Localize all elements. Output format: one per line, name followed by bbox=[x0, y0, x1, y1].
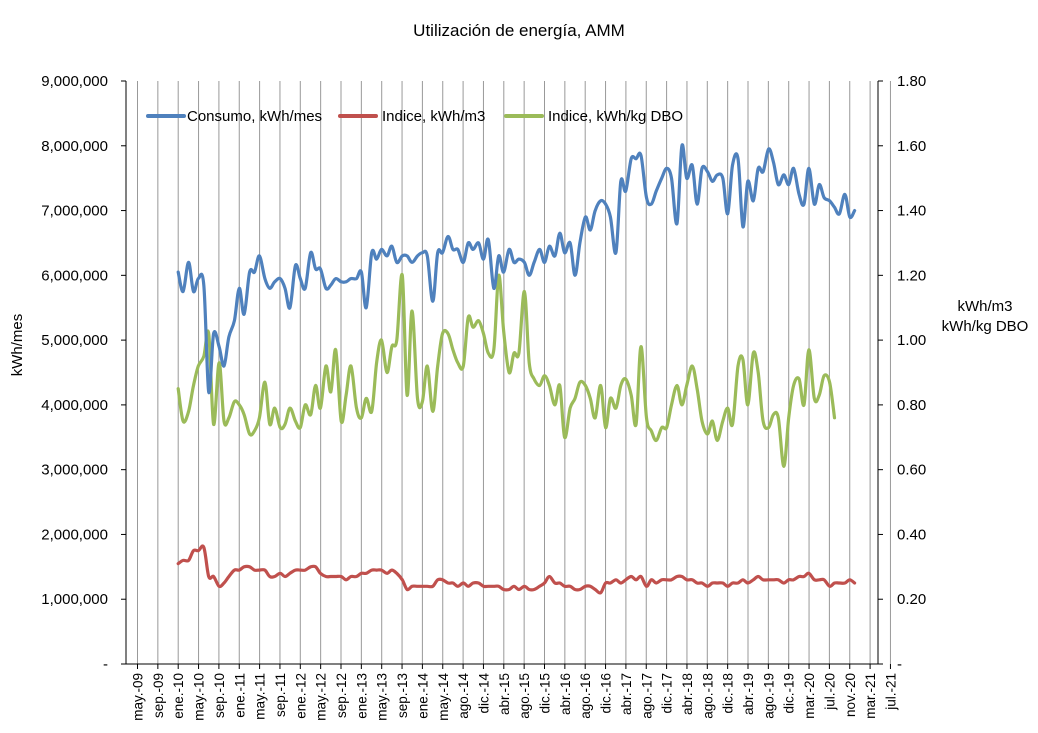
legend: Consumo, kWh/mes Indice, kWh/m3 Indice, kW… bbox=[146, 108, 683, 125]
x-tick-label: may.-14 bbox=[436, 673, 451, 721]
x-tick-label: abr.-19 bbox=[741, 673, 756, 715]
x-tick-label: abr.-16 bbox=[558, 673, 573, 715]
x-tick-label: ene.-11 bbox=[232, 673, 247, 718]
legend-label: Indice, kWh/m3 bbox=[382, 108, 485, 125]
x-axis: may.-09 sep.-09 ene.-10 may.-10 sep.-10 ene.-… bbox=[131, 664, 898, 721]
x-tick-label: dic.-16 bbox=[599, 673, 614, 714]
right-tick-label: 0.80 bbox=[897, 397, 926, 414]
legend-label: Consumo, kWh/mes bbox=[187, 108, 322, 125]
x-tick-label: jul.-20 bbox=[822, 673, 837, 711]
x-tick-label: dic.-18 bbox=[721, 673, 736, 714]
x-tick-label: mar.-21 bbox=[863, 673, 878, 719]
legend-label: Indice, kWh/kg DBO bbox=[548, 108, 683, 125]
right-tick-label: 1.40 bbox=[897, 203, 926, 220]
x-tick-label: dic.-15 bbox=[538, 673, 553, 714]
x-tick-label: ene.-14 bbox=[415, 673, 430, 719]
x-tick-label: abr.-17 bbox=[619, 673, 634, 715]
right-tick-label: 0.20 bbox=[897, 591, 926, 608]
left-tick-label: 2,000,000 bbox=[41, 526, 108, 543]
x-tick-label: ago.-14 bbox=[456, 673, 471, 719]
right-tick-label: 1.00 bbox=[897, 332, 926, 349]
left-tick-label: 8,000,000 bbox=[41, 138, 108, 155]
left-y-axis: - 1,000,000 2,000,000 3,000,000 4,000,000 5,0… bbox=[41, 73, 126, 673]
x-tick-label: abr.-18 bbox=[680, 673, 695, 715]
x-tick-label: ago.-17 bbox=[639, 673, 654, 719]
right-axis-label-1: kWh/m3 bbox=[957, 298, 1012, 315]
x-tick-label: mar.-20 bbox=[802, 673, 817, 719]
x-tick-label: sep.-10 bbox=[212, 673, 227, 718]
x-tick-label: may.-10 bbox=[192, 673, 207, 721]
left-tick-label: - bbox=[103, 656, 108, 673]
x-tick-label: may.-11 bbox=[253, 673, 268, 720]
indice-kwh-kg-dbo-series-line bbox=[176, 272, 837, 468]
right-tick-label: 0.40 bbox=[897, 526, 926, 543]
series-layer bbox=[176, 143, 857, 595]
left-axis-label: kWh/mes bbox=[9, 314, 26, 377]
x-tick-label: sep.-09 bbox=[151, 673, 166, 718]
x-tick-label: jul.-21 bbox=[883, 673, 898, 711]
x-tick-label: ago.-19 bbox=[761, 673, 776, 719]
left-tick-label: 5,000,000 bbox=[41, 332, 108, 349]
x-tick-label: dic.-14 bbox=[476, 673, 491, 714]
left-tick-label: 7,000,000 bbox=[41, 203, 108, 220]
x-tick-label: ago.-15 bbox=[517, 673, 532, 719]
right-axis-label-2: kWh/kg DBO bbox=[942, 318, 1029, 335]
x-tick-label: sep.-12 bbox=[334, 673, 349, 718]
right-tick-label: 1.60 bbox=[897, 138, 926, 155]
x-tick-label: sep.-11 bbox=[273, 673, 288, 717]
x-tick-label: dic.-19 bbox=[782, 673, 797, 714]
left-tick-label: 3,000,000 bbox=[41, 462, 108, 479]
left-tick-label: 4,000,000 bbox=[41, 397, 108, 414]
x-tick-label: sep.-13 bbox=[395, 673, 410, 718]
right-tick-label: 1.80 bbox=[897, 73, 926, 90]
x-tick-label: ago.-18 bbox=[700, 673, 715, 719]
left-tick-label: 9,000,000 bbox=[41, 73, 108, 90]
x-tick-label: may.-12 bbox=[314, 673, 329, 721]
right-y-axis: - 0.20 0.40 0.60 0.80 1.00 1.20 1.40 1.60 1.80 bbox=[878, 73, 926, 673]
right-tick-label: 0.60 bbox=[897, 462, 926, 479]
consumo-series-line bbox=[176, 143, 857, 394]
x-tick-label: ene.-12 bbox=[293, 673, 308, 719]
x-tick-label: may.-13 bbox=[375, 673, 390, 721]
right-tick-label: 1.20 bbox=[897, 267, 926, 284]
x-tick-label: dic.-17 bbox=[660, 673, 675, 714]
right-tick-label: - bbox=[897, 656, 902, 673]
chart-title: Utilización de energía, AMM bbox=[413, 21, 625, 40]
left-tick-label: 6,000,000 bbox=[41, 267, 108, 284]
x-tick-label: ago.-16 bbox=[578, 673, 593, 719]
x-tick-label: abr.-15 bbox=[497, 673, 512, 715]
x-tick-label: nov.-20 bbox=[843, 673, 858, 717]
x-tick-label: ene.-13 bbox=[354, 673, 369, 719]
indice-kwh-m3-series-line bbox=[176, 544, 857, 595]
x-tick-label: may.-09 bbox=[131, 673, 146, 721]
left-tick-label: 1,000,000 bbox=[41, 591, 108, 608]
vertical-gridlines bbox=[137, 81, 891, 664]
x-tick-label: ene.-10 bbox=[171, 673, 186, 719]
